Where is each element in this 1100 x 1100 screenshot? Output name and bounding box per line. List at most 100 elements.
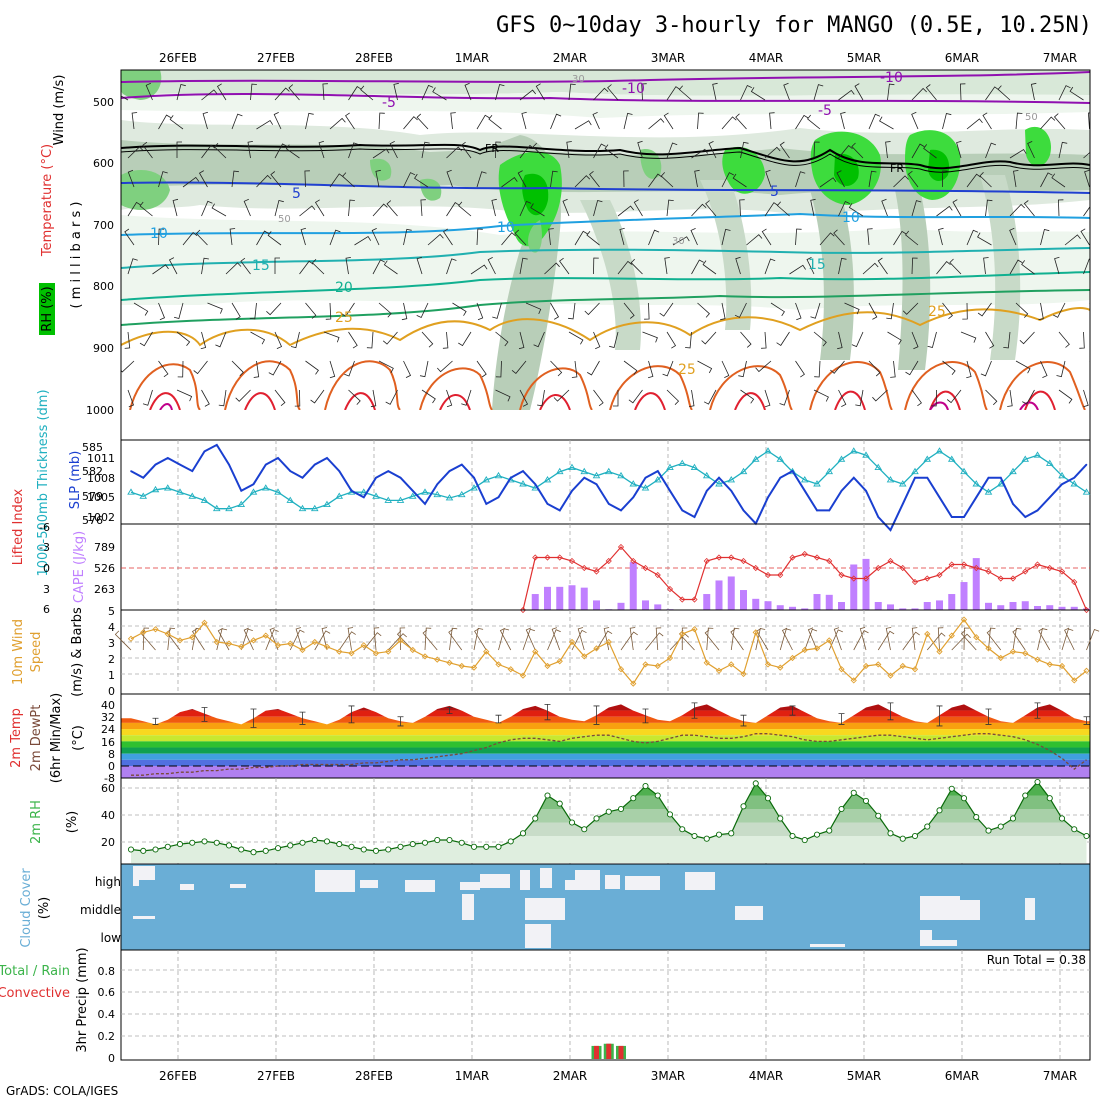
wind-barb bbox=[231, 360, 244, 377]
li-point bbox=[593, 568, 600, 575]
slp-point bbox=[203, 450, 206, 453]
li-point bbox=[1022, 568, 1029, 575]
wind10-barb bbox=[1038, 628, 1051, 651]
wind10-barb bbox=[681, 627, 688, 651]
wind10-barb bbox=[240, 628, 253, 651]
cape-bar bbox=[887, 604, 894, 610]
rh2m-point bbox=[311, 837, 318, 844]
li-point bbox=[556, 554, 563, 561]
wind-barb bbox=[691, 259, 704, 275]
wind10-barb bbox=[596, 630, 613, 651]
dewpoint-line bbox=[131, 733, 1087, 776]
wind-barb bbox=[1027, 141, 1035, 159]
date-label: 2MAR bbox=[553, 51, 588, 65]
li-tick: 3 bbox=[43, 583, 50, 596]
wind-barb bbox=[819, 232, 835, 246]
wind-barb bbox=[1054, 256, 1060, 275]
temp-whisker bbox=[201, 707, 208, 722]
cape-bar bbox=[997, 605, 1005, 610]
slp-point bbox=[179, 463, 181, 466]
wind-barb bbox=[544, 262, 560, 275]
contour-label: -5 bbox=[382, 95, 396, 111]
rh2m-point bbox=[360, 846, 367, 853]
date-label: 7MAR bbox=[1043, 1069, 1078, 1083]
wind-barb bbox=[761, 331, 767, 349]
thickness-point bbox=[396, 496, 405, 503]
rh2m-point bbox=[164, 843, 171, 850]
wind-barb bbox=[574, 120, 592, 130]
wind-barb bbox=[121, 95, 129, 101]
wind10-barb bbox=[853, 630, 869, 651]
rh2m-point bbox=[323, 838, 331, 845]
rh2m-point bbox=[862, 797, 870, 804]
wind-barb bbox=[659, 302, 674, 317]
precip-label-2: Total / Rain bbox=[0, 964, 70, 979]
wind-barb bbox=[389, 141, 398, 159]
wind-barb bbox=[370, 389, 377, 408]
slp-point bbox=[424, 503, 426, 505]
slp-point bbox=[999, 476, 1002, 479]
wind-barb bbox=[514, 229, 527, 246]
wind10-point bbox=[507, 666, 514, 673]
thickness-point bbox=[151, 485, 160, 493]
wind-barb bbox=[530, 203, 545, 217]
temp-whisker bbox=[495, 714, 502, 724]
cape-bar bbox=[1034, 606, 1041, 610]
wind-barb bbox=[697, 360, 713, 374]
upper-wind-label: Wind (m/s) bbox=[52, 75, 67, 146]
rh2m-point bbox=[519, 830, 527, 837]
wind-barb bbox=[372, 203, 388, 217]
thickness-point bbox=[225, 504, 233, 512]
wind-barb bbox=[476, 171, 487, 188]
wind-barb bbox=[1009, 259, 1023, 275]
wind-barb bbox=[902, 302, 919, 315]
wind10-barb bbox=[474, 628, 487, 651]
cape-bar bbox=[789, 606, 796, 610]
wind-barb bbox=[586, 360, 600, 376]
wind-barb bbox=[779, 389, 790, 406]
wind10-barb bbox=[295, 627, 303, 651]
li-point bbox=[911, 578, 919, 586]
wind-barb bbox=[533, 331, 545, 348]
bottom-date-axis: 26FEB 27FEB 28FEB 1MAR 2MAR 3MAR 4MAR 5MAR 6MAR 7… bbox=[159, 1069, 1077, 1083]
wind-barb bbox=[568, 331, 584, 345]
wind-barb bbox=[401, 302, 408, 321]
li-point bbox=[826, 557, 833, 565]
li-point bbox=[691, 596, 698, 603]
rh2m-point bbox=[654, 792, 661, 799]
wind-barb bbox=[907, 170, 919, 188]
slp-point bbox=[571, 489, 573, 492]
wind-barb bbox=[819, 177, 837, 188]
wind-barb bbox=[127, 258, 138, 275]
wind-barb bbox=[300, 227, 307, 246]
date-label: 5MAR bbox=[847, 1069, 882, 1083]
wind10-barb bbox=[730, 627, 740, 651]
thickness-point bbox=[298, 504, 307, 512]
cape-bar bbox=[642, 600, 649, 610]
slp-point bbox=[448, 470, 451, 472]
wind10-point bbox=[201, 619, 208, 626]
wind10-tick: 5 bbox=[108, 605, 115, 618]
wind-barb bbox=[623, 170, 629, 188]
cape-bar bbox=[1046, 605, 1054, 610]
footer-credit: GrADS: COLA/IGES bbox=[6, 1084, 118, 1098]
thickness-tick: 582 bbox=[82, 465, 103, 478]
li-point bbox=[985, 568, 992, 575]
rh2m-tick: 20 bbox=[101, 836, 115, 849]
wind10-point bbox=[1046, 661, 1053, 668]
wind-barb bbox=[218, 389, 227, 407]
wind10-barb bbox=[629, 627, 636, 651]
li-point bbox=[875, 564, 882, 572]
wind-barb bbox=[553, 389, 570, 402]
cape-bar bbox=[629, 562, 637, 610]
cape-bar bbox=[813, 594, 821, 610]
date-label: 5MAR bbox=[847, 51, 882, 65]
wind-barb bbox=[421, 141, 430, 159]
wind-barb bbox=[628, 389, 643, 404]
wind10-barb bbox=[473, 627, 484, 651]
wind10-point bbox=[152, 626, 159, 633]
rh2m-point bbox=[666, 811, 674, 818]
wind-barb bbox=[837, 331, 843, 350]
wind-barb bbox=[931, 389, 937, 407]
